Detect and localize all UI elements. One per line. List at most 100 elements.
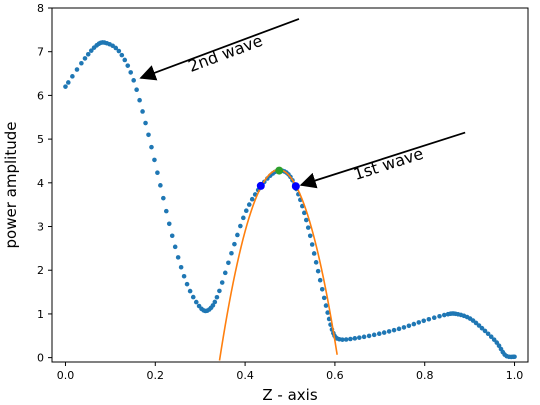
x-tick-label: 0.6 (326, 369, 344, 382)
data-point (152, 157, 157, 163)
data-point (116, 48, 122, 54)
data-point (311, 251, 317, 256)
data-point (232, 241, 237, 247)
data-series (63, 40, 517, 360)
y-tick-label: 8 (37, 2, 44, 15)
data-point (210, 303, 216, 308)
x-axis-label: Z - axis (262, 386, 317, 404)
data-point (82, 56, 88, 61)
data-point (119, 52, 125, 58)
marker-layer (256, 166, 300, 191)
data-point (143, 120, 148, 126)
data-point (169, 233, 175, 239)
peak-marker (275, 166, 284, 175)
data-point (249, 196, 255, 202)
y-tick-label: 7 (37, 46, 44, 59)
data-point (361, 334, 367, 340)
data-point (319, 286, 325, 292)
data-point (235, 232, 240, 238)
data-point (85, 51, 91, 57)
data-point (137, 97, 142, 103)
data-point (482, 328, 488, 334)
data-point (309, 242, 315, 247)
data-point (164, 208, 169, 214)
data-point (437, 313, 442, 319)
x-tick-label: 0.2 (147, 369, 165, 382)
x-tick-label: 1.0 (506, 369, 524, 382)
data-point (325, 310, 330, 315)
ticks-layer: 0.0 0.2 0.4 0.6 0.8 1.0 0 1 2 3 4 5 6 7 8 (37, 2, 523, 382)
annotation-arrow-1 (139, 18, 300, 81)
data-point (217, 288, 222, 294)
data-point (431, 315, 437, 320)
data-point (212, 299, 218, 305)
data-point (113, 45, 119, 51)
data-point (238, 223, 243, 229)
data-point (190, 294, 196, 300)
data-point (303, 217, 309, 223)
data-point (74, 67, 80, 72)
data-point (313, 260, 319, 265)
y-tick-label: 3 (37, 221, 44, 234)
data-point (175, 255, 181, 260)
data-point (161, 195, 166, 201)
plot-frame (51, 7, 529, 363)
x-tick-label: 0.4 (236, 369, 254, 382)
data-point (485, 331, 491, 337)
data-point (301, 210, 307, 216)
data-point (79, 60, 84, 66)
annotation-label-1: 2nd wave (186, 31, 265, 76)
data-point (131, 78, 136, 83)
data-point (134, 87, 139, 92)
x-tick-label: 0.0 (57, 369, 75, 382)
data-point (512, 354, 517, 360)
data-point (178, 264, 184, 270)
y-tick-label: 1 (37, 308, 44, 321)
data-point (323, 303, 329, 308)
data-point (421, 318, 427, 324)
data-point (386, 329, 392, 334)
data-point (122, 57, 128, 63)
data-point (317, 277, 323, 283)
data-point (214, 294, 220, 300)
data-point (476, 323, 482, 328)
data-point (226, 260, 231, 266)
y-tick-label: 6 (37, 89, 44, 102)
data-point (441, 312, 447, 318)
data-point (184, 281, 190, 287)
y-tick-label: 4 (37, 177, 44, 190)
plot-area (51, 7, 529, 363)
data-point (305, 225, 311, 230)
data-point (222, 270, 228, 276)
data-point (181, 273, 187, 279)
y-axis-label: power amplitude (2, 122, 20, 249)
fit-bound-marker-2 (291, 182, 300, 191)
data-point (193, 299, 199, 305)
data-point (307, 233, 313, 239)
data-point (66, 80, 71, 85)
data-point (473, 320, 479, 326)
data-point (343, 337, 349, 342)
data-point (496, 343, 502, 349)
data-point (149, 144, 154, 150)
data-point (125, 63, 131, 68)
y-tick-label: 5 (37, 133, 44, 146)
data-point (246, 202, 252, 207)
data-point (219, 280, 225, 285)
data-point (376, 331, 382, 337)
annotation-layer: 2nd wave 1st wave (139, 18, 466, 189)
data-point (406, 323, 412, 329)
annotation-label-2: 1st wave (351, 144, 425, 184)
data-point (352, 336, 358, 341)
data-point (357, 335, 362, 340)
data-point (70, 74, 75, 79)
data-point (229, 250, 234, 256)
x-tick-label: 0.8 (416, 369, 434, 382)
data-point (166, 221, 172, 227)
data-point (416, 320, 422, 325)
data-point (146, 132, 151, 138)
data-point (241, 215, 246, 221)
data-point (158, 183, 163, 188)
data-point (371, 332, 377, 338)
